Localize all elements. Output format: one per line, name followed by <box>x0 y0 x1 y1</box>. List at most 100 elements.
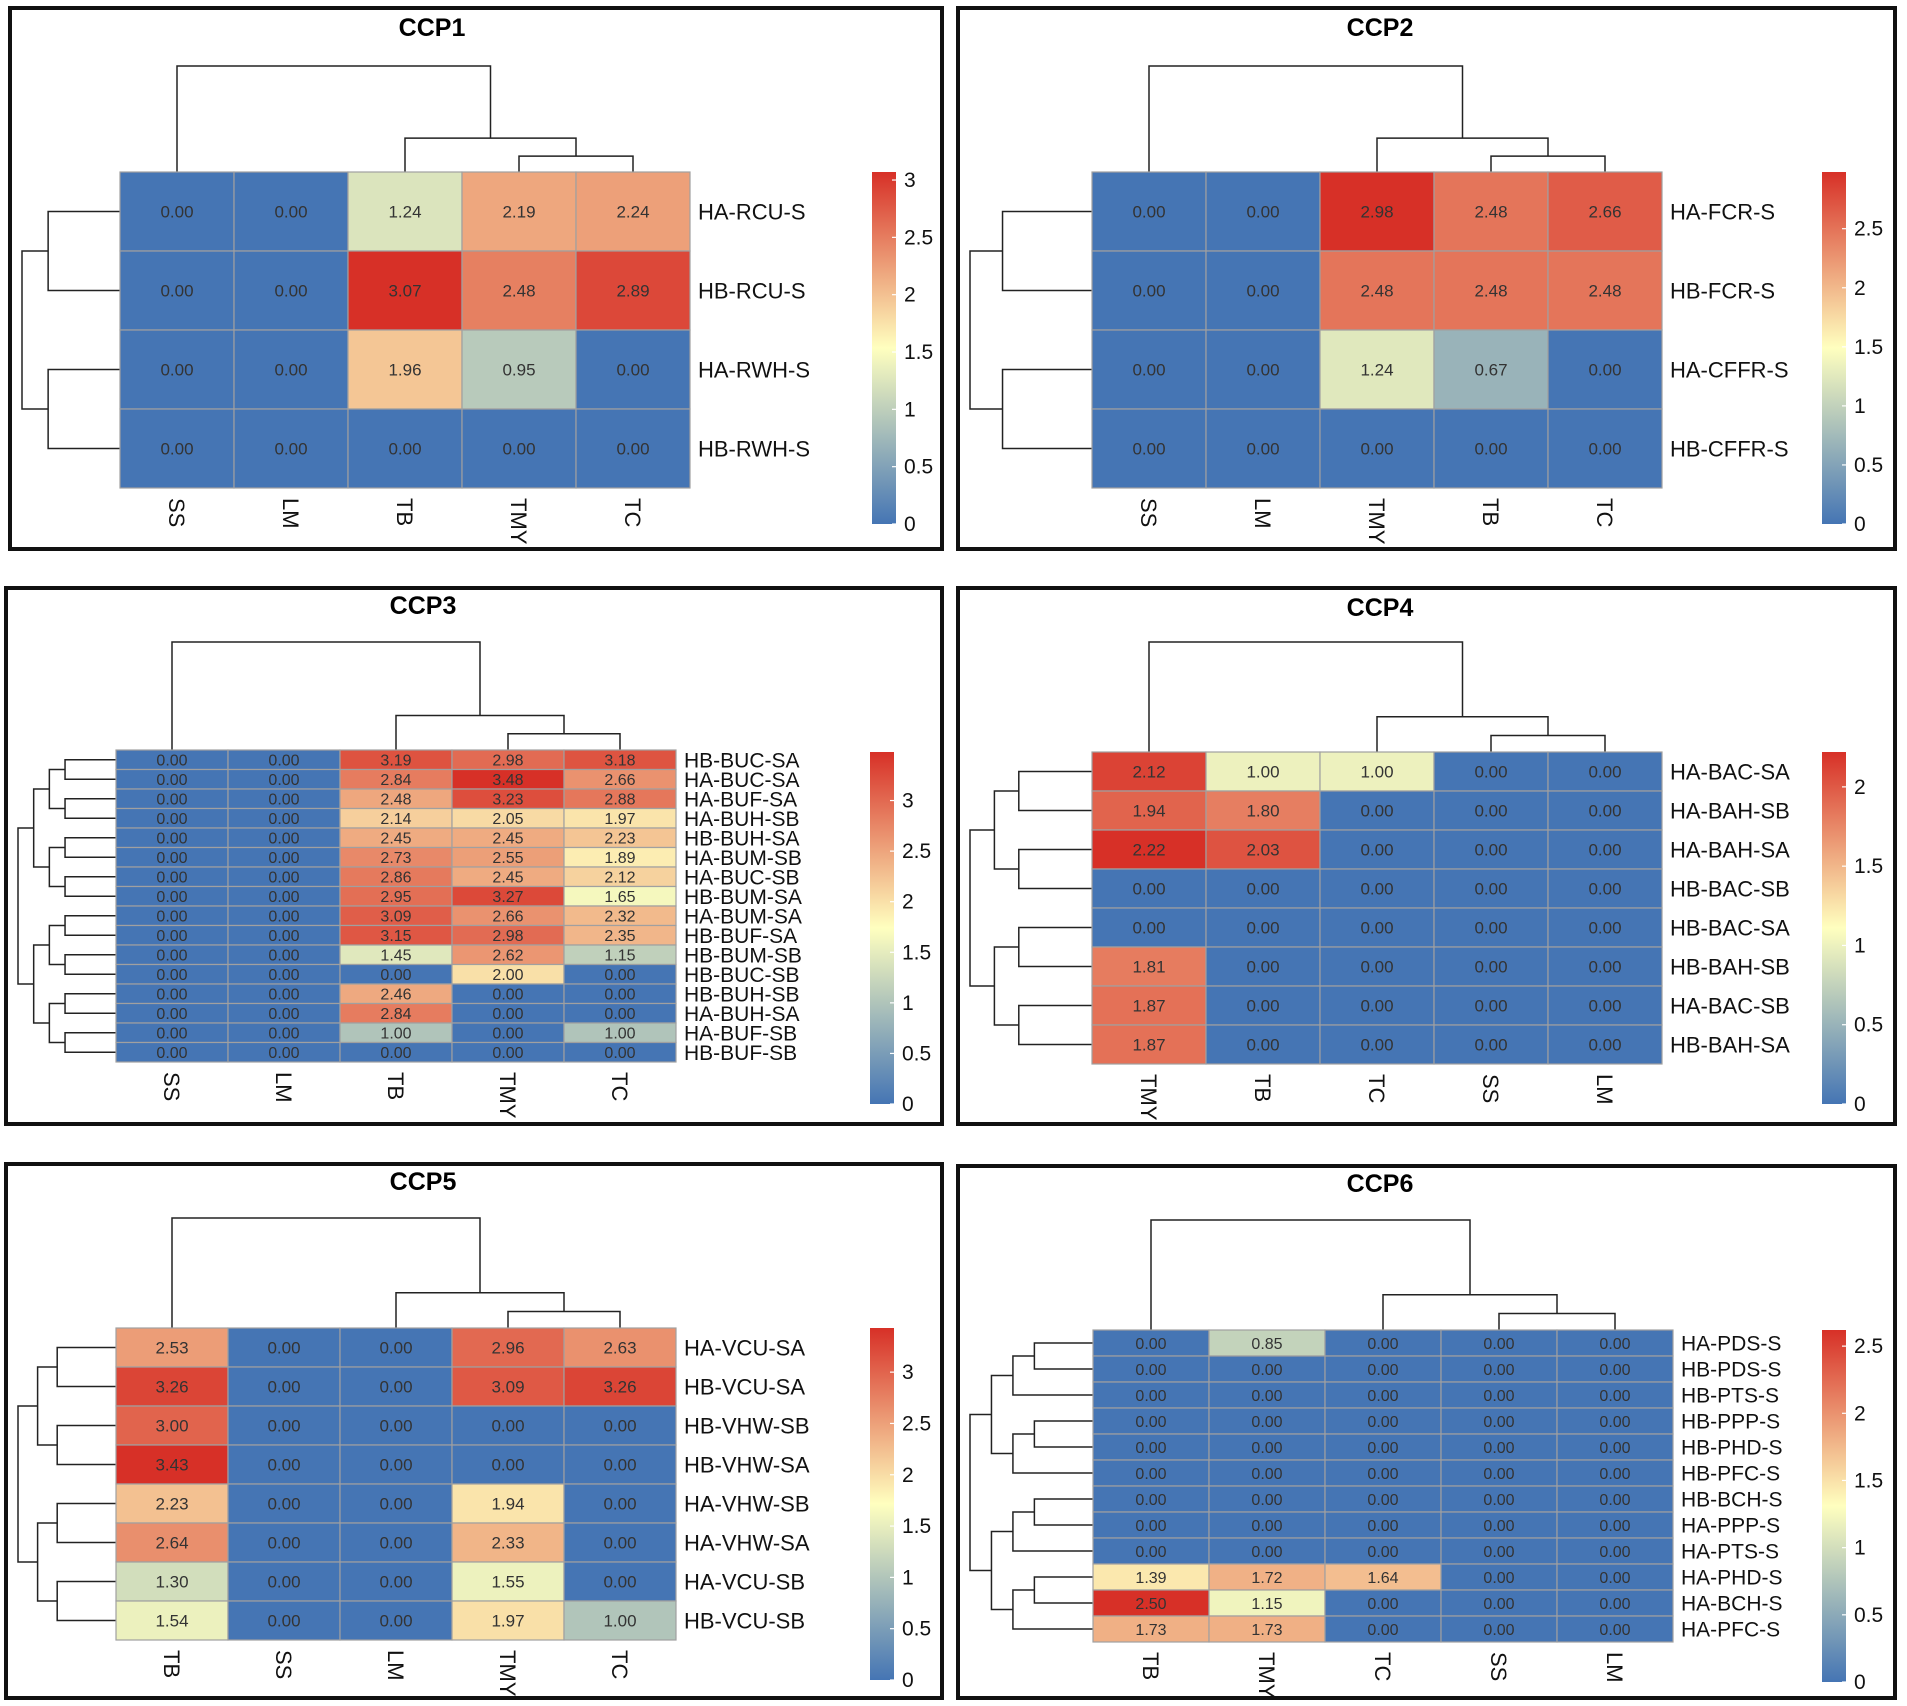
cell-value-label: 0.00 <box>1599 1544 1630 1561</box>
row-label: HA-PPP-S <box>1681 1515 1780 1538</box>
cell-value-label: 0.00 <box>1483 1622 1514 1639</box>
heatmap-cell <box>1205 829 1321 870</box>
cell-value-label: 0.00 <box>160 361 193 380</box>
cell-value-label: 2.89 <box>616 282 649 301</box>
heatmap-cell <box>1556 1407 1674 1435</box>
cell-value-label: 0.00 <box>603 1417 636 1436</box>
chart-title: CCP1 <box>399 14 466 42</box>
heatmap-cell <box>1319 1024 1435 1065</box>
color-legend-bar <box>870 752 894 1104</box>
cell-value-label: 0.00 <box>267 1612 300 1631</box>
heatmap-cell <box>339 1522 453 1563</box>
cell-value-label: 0.00 <box>268 811 299 828</box>
heatmap-ccp1: CCP1 0.00 0.00 1.24 2.19 2.24 0.00 0.00 3.07 2.48… <box>21 14 933 545</box>
heatmap-cell <box>227 1522 341 1563</box>
cell-value-label: 0.00 <box>1474 763 1507 782</box>
heatmap-cell <box>1319 985 1435 1026</box>
cell-value-label: 0.00 <box>1246 997 1279 1016</box>
heatmap-cell <box>1556 1563 1674 1591</box>
column-label: TB <box>1250 1074 1275 1102</box>
column-label: LM <box>1592 1074 1617 1105</box>
heatmap-cell <box>1556 1381 1674 1409</box>
legend-tick-label: 2 <box>902 891 914 914</box>
legend-tick-label: 2.5 <box>1854 218 1883 241</box>
heatmap-cell <box>1556 1589 1674 1617</box>
cell-value-label: 0.00 <box>267 1417 300 1436</box>
cell-value-label: 0.67 <box>1474 361 1507 380</box>
cell-value-label: 3.18 <box>604 753 635 770</box>
heatmap-cell <box>1092 1615 1210 1643</box>
cell-value-label: 0.00 <box>603 1534 636 1553</box>
column-label: TB <box>383 1072 408 1100</box>
cell-value-label: 0.00 <box>1132 203 1165 222</box>
heatmap-cell <box>451 1600 565 1641</box>
legend-tick-label: 1.5 <box>902 1515 931 1538</box>
cell-value-label: 0.00 <box>1251 1388 1282 1405</box>
row-label: HA-BUC-SB <box>684 866 800 889</box>
heatmap-cell <box>1547 1024 1663 1065</box>
cell-value-label: 3.07 <box>388 282 421 301</box>
column-label: TC <box>607 1650 632 1679</box>
cell-value-label: 0.00 <box>1588 919 1621 938</box>
column-label: LM <box>1250 498 1275 529</box>
cell-value-label: 0.00 <box>1135 1440 1166 1457</box>
row-label: HB-BAH-SB <box>1670 954 1790 979</box>
legend-tick-label: 0 <box>1854 513 1866 536</box>
heatmap-cell <box>1324 1355 1442 1383</box>
heatmap-cell <box>1319 829 1435 870</box>
legend-tick-label: 2.5 <box>902 840 931 863</box>
cell-value-label: 0.00 <box>1251 1414 1282 1431</box>
heatmap-cell <box>563 1522 677 1563</box>
cell-value-label: 0.00 <box>156 1006 187 1023</box>
legend-tick-label: 1.5 <box>1854 855 1883 878</box>
cell-value-label: 2.48 <box>1588 282 1621 301</box>
row-label: HA-VHW-SB <box>684 1491 810 1516</box>
cell-value-label: 2.84 <box>380 772 411 789</box>
cell-value-label: 0.00 <box>1599 1466 1630 1483</box>
cell-value-label: 1.65 <box>604 889 635 906</box>
cell-value-label: 3.48 <box>492 772 523 789</box>
cell-value-label: 0.00 <box>1246 880 1279 899</box>
cell-value-label: 1.73 <box>1135 1622 1166 1639</box>
heatmap-cell <box>1556 1537 1674 1565</box>
cell-value-label: 0.00 <box>156 889 187 906</box>
cell-value-label: 0.00 <box>491 1456 524 1475</box>
heatmap-cell <box>451 1405 565 1446</box>
cell-value-label: 0.00 <box>1132 919 1165 938</box>
legend-tick-label: 2 <box>1854 277 1866 300</box>
row-label: HB-BUM-SA <box>684 886 802 909</box>
heatmap-cell <box>227 1444 341 1485</box>
cell-value-label: 0.00 <box>492 987 523 1004</box>
cell-value-label: 2.48 <box>502 282 535 301</box>
column-label: SS <box>271 1650 296 1679</box>
heatmap-cell <box>1547 946 1663 987</box>
cell-value-label: 0.00 <box>1367 1518 1398 1535</box>
cell-value-label: 0.00 <box>492 1045 523 1062</box>
cell-value-label: 0.00 <box>1474 997 1507 1016</box>
column-label: LM <box>1602 1652 1627 1683</box>
row-label: HA-BCH-S <box>1681 1593 1783 1616</box>
cell-value-label: 0.00 <box>388 440 421 459</box>
row-label: HB-VCU-SA <box>684 1374 805 1399</box>
cell-value-label: 0.00 <box>1251 1544 1282 1561</box>
heatmap-panel-ccp5: CCP5 2.53 0.00 0.00 2.96 2.63 3.26 0.00 0.00 3.09… <box>4 1162 944 1700</box>
cell-value-label: 0.00 <box>156 792 187 809</box>
cell-value-label: 1.30 <box>155 1573 188 1592</box>
heatmap-cell <box>1547 985 1663 1026</box>
row-label: HB-BCH-S <box>1681 1489 1783 1512</box>
column-label: TC <box>607 1072 632 1101</box>
cell-value-label: 2.48 <box>1474 203 1507 222</box>
legend-tick-label: 1 <box>1854 934 1866 957</box>
cell-value-label: 0.00 <box>156 967 187 984</box>
cell-value-label: 3.43 <box>155 1456 188 1475</box>
heatmap-cell <box>115 1561 229 1602</box>
heatmap-cell <box>1433 751 1549 792</box>
row-label: HA-PFC-S <box>1681 1619 1780 1642</box>
column-label: TC <box>1592 498 1617 527</box>
cell-value-label: 0.00 <box>1483 1570 1514 1587</box>
cell-value-label: 0.00 <box>1132 880 1165 899</box>
heatmap-cell <box>1547 790 1663 831</box>
heatmap-cell <box>575 329 691 410</box>
legend-tick-label: 0 <box>902 1093 914 1116</box>
cell-value-label: 0.00 <box>379 1417 412 1436</box>
